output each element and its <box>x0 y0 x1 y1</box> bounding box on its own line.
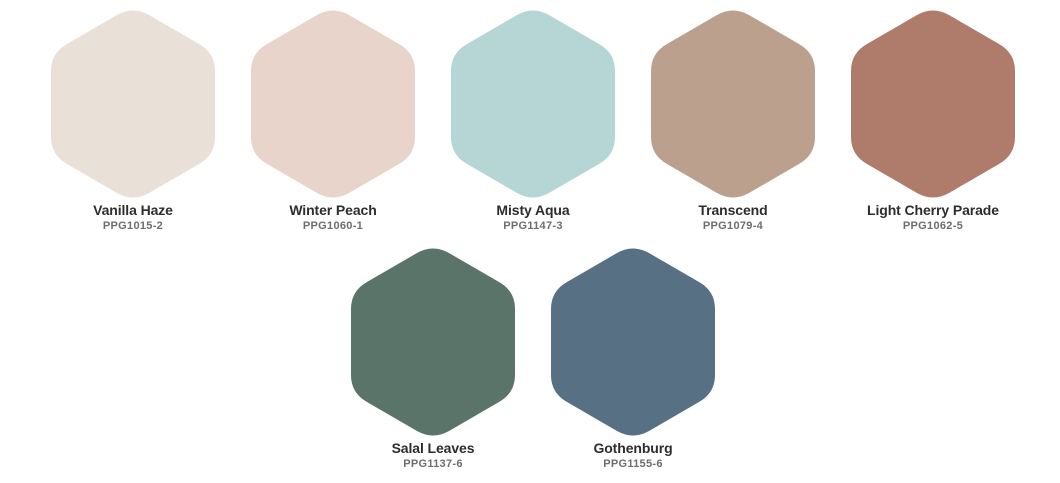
gothenburg-hex-shape <box>551 248 715 436</box>
swatch-light-cherry-parade[interactable]: Light Cherry Parade PPG1062-5 <box>848 2 1018 234</box>
swatch-gothenburg[interactable]: Gothenburg PPG1155-6 <box>548 240 718 472</box>
swatch-name: Gothenburg <box>593 440 673 456</box>
swatch-name: Vanilla Haze <box>93 202 173 218</box>
swatch-code: PPG1147-3 <box>503 220 563 232</box>
swatch-transcend[interactable]: Transcend PPG1079-4 <box>648 2 818 234</box>
gothenburg-hex-chip[interactable] <box>551 248 715 436</box>
light-cherry-parade-hex-shape <box>851 10 1015 198</box>
swatch-name: Salal Leaves <box>391 440 475 456</box>
salal-leaves-hex-shape <box>351 248 515 436</box>
swatch-name: Misty Aqua <box>496 202 570 218</box>
transcend-hex-shape <box>651 10 815 198</box>
swatch-code: PPG1137-6 <box>403 458 463 470</box>
winter-peach-hex-shape <box>251 10 415 198</box>
swatch-vanilla-haze[interactable]: Vanilla Haze PPG1015-2 <box>48 2 218 234</box>
swatch-salal-leaves[interactable]: Salal Leaves PPG1137-6 <box>348 240 518 472</box>
swatch-code: PPG1060-1 <box>302 220 364 232</box>
light-cherry-parade-hex-chip[interactable] <box>851 10 1015 198</box>
swatch-code: PPG1079-4 <box>702 220 764 232</box>
winter-peach-hex-chip[interactable] <box>251 10 415 198</box>
swatch-code: PPG1015-2 <box>102 220 164 232</box>
swatch-name: Winter Peach <box>289 202 377 218</box>
vanilla-haze-hex-shape <box>51 10 215 198</box>
swatch-code: PPG1155-6 <box>603 458 663 470</box>
swatch-code: PPG1062-5 <box>902 220 964 232</box>
transcend-hex-chip[interactable] <box>651 10 815 198</box>
swatch-name: Light Cherry Parade <box>867 202 999 218</box>
vanilla-haze-hex-chip[interactable] <box>51 10 215 198</box>
misty-aqua-hex-chip[interactable] <box>451 10 615 198</box>
swatch-misty-aqua[interactable]: Misty Aqua PPG1147-3 <box>448 2 618 234</box>
swatch-winter-peach[interactable]: Winter Peach PPG1060-1 <box>248 2 418 234</box>
salal-leaves-hex-chip[interactable] <box>351 248 515 436</box>
misty-aqua-hex-shape <box>451 10 615 198</box>
swatch-name: Transcend <box>698 202 768 218</box>
